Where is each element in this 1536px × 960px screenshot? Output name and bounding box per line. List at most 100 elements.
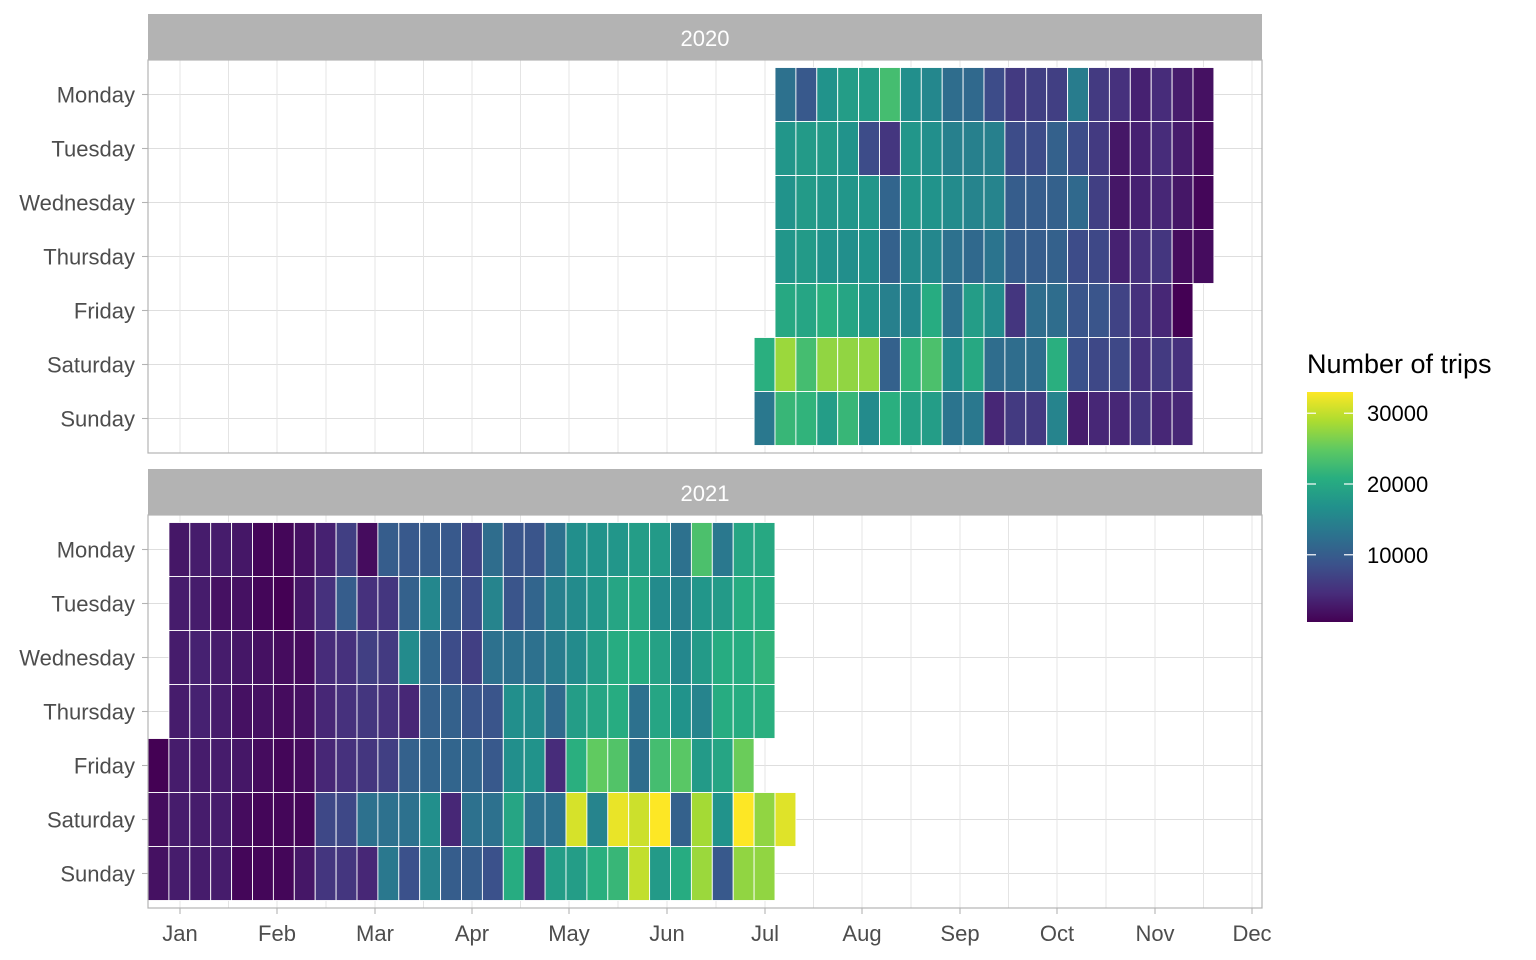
heatmap-cell [711,576,734,631]
weekday-label: Wednesday [19,191,135,216]
heatmap-cell [272,522,295,577]
heatmap-cell [168,792,191,847]
heatmap-cell [1067,67,1089,122]
heatmap-cell [899,337,922,392]
heatmap-cell [649,630,671,685]
heatmap-cell [753,522,776,577]
heatmap-cell [565,576,588,631]
heatmap-cell [1129,283,1152,338]
heatmap-cell [607,846,630,901]
heatmap-cell [1108,337,1131,392]
heatmap-cell [962,391,985,446]
heatmap-cell [1088,175,1110,230]
heatmap-cell [461,576,483,631]
heatmap-cell [711,684,734,739]
heatmap-cell [774,67,797,122]
heatmap-cell [1046,175,1069,230]
heatmap-cell [607,522,630,577]
heatmap-cell [732,792,755,847]
heatmap-cell [774,175,797,230]
heatmap-cell [816,283,839,338]
heatmap-cell [252,576,274,631]
heatmap-cell [314,576,337,631]
heatmap-cell [920,121,943,176]
weekday-label: Friday [74,299,135,324]
heatmap-cell [628,684,651,739]
month-label: May [548,921,590,946]
legend-colorbar [1307,392,1353,622]
heatmap-cell [837,175,860,230]
heatmap-cell [502,630,525,685]
heatmap-cell [941,391,964,446]
heatmap-cell [523,738,546,793]
heatmap-cell [272,630,295,685]
heatmap-cell [335,846,358,901]
heatmap-cell [419,522,442,577]
heatmap-cell [1108,67,1131,122]
heatmap-cell [293,792,316,847]
heatmap-cell [753,391,776,446]
heatmap-cell [544,846,567,901]
heatmap-cell [252,630,274,685]
heatmap-cell [377,576,400,631]
heatmap-cell [377,684,400,739]
heatmap-cell [649,792,671,847]
heatmap-cell [377,738,400,793]
heatmap-cell [816,337,839,392]
weekday-label: Sunday [60,407,135,432]
heatmap-cell [899,229,922,284]
heatmap-cell [523,522,546,577]
heatmap-cell [1046,337,1069,392]
heatmap-cell [628,576,651,631]
heatmap-cell [335,576,358,631]
heatmap-cell [210,792,233,847]
heatmap-cell [711,522,734,577]
heatmap-cell [1025,67,1048,122]
heatmap-cell [502,576,525,631]
heatmap-cell [293,846,316,901]
heatmap-cell [168,630,191,685]
heatmap-cell [1067,175,1089,230]
heatmap-cell [1150,121,1173,176]
heatmap-cell [920,391,943,446]
weekday-label: Thursday [43,700,135,725]
heatmap-cell [356,684,379,739]
heatmap-cell [461,684,483,739]
heatmap-cell [1129,337,1152,392]
heatmap-cell [377,846,400,901]
heatmap-cell [1108,175,1131,230]
heatmap-cell [252,792,274,847]
heatmap-cell [837,283,860,338]
heatmap-cell [711,738,734,793]
heatmap-cell [816,229,839,284]
heatmap-cell [858,175,880,230]
heatmap-cell [774,337,797,392]
heatmap-cell [565,630,588,685]
heatmap-cell [168,522,191,577]
heatmap-cell [607,738,630,793]
heatmap-cell [837,337,860,392]
heatmap-cell [858,229,880,284]
heatmap-cell [753,337,776,392]
heatmap-cell [231,576,253,631]
heatmap-cell [649,738,671,793]
heatmap-cell [795,337,818,392]
heatmap-cell [147,846,170,901]
heatmap-cell [1171,337,1194,392]
heatmap-cell [711,630,734,685]
heatmap-cell [816,391,839,446]
heatmap-cell [920,67,943,122]
heatmap-cell [941,283,964,338]
heatmap-cell [189,522,212,577]
heatmap-cell [1150,337,1173,392]
heatmap-cell [1150,175,1173,230]
heatmap-cell [962,175,985,230]
heatmap-cell [1025,229,1048,284]
heatmap-cell [690,846,713,901]
heatmap-cell [899,391,922,446]
month-label: Oct [1040,921,1074,946]
weekday-axis: Monday Tuesday Wednesday Thursday Friday Satu… [19,83,148,432]
heatmap-cell [147,738,170,793]
heatmap-cell [335,738,358,793]
heatmap-cell [670,522,692,577]
